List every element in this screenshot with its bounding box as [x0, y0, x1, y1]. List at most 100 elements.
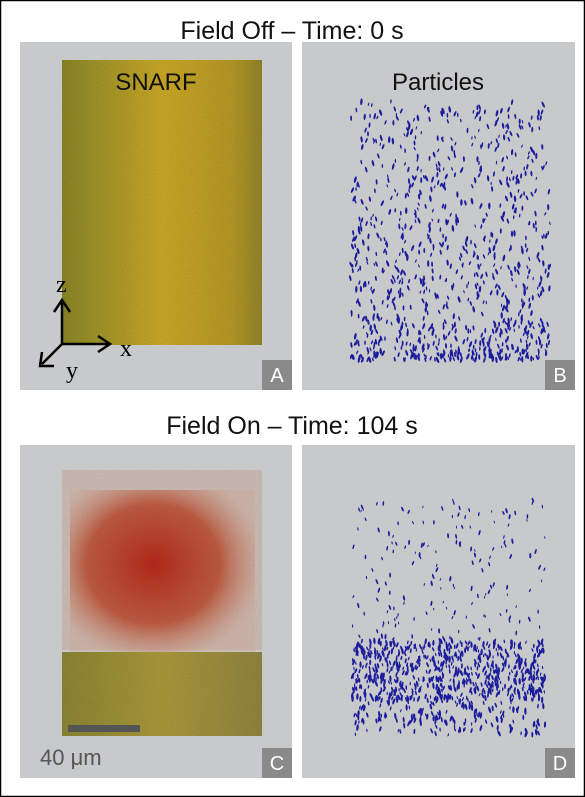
- panel-label: C: [270, 753, 284, 775]
- particle: [448, 656, 451, 663]
- particle: [414, 664, 417, 670]
- particle: [479, 712, 483, 719]
- particle: [504, 543, 507, 548]
- particle: [407, 120, 411, 127]
- particle: [367, 245, 370, 252]
- particle: [384, 120, 387, 125]
- particle: [517, 262, 520, 270]
- particle: [411, 323, 415, 329]
- particle: [502, 317, 505, 324]
- particle: [414, 551, 416, 555]
- particle: [507, 264, 510, 270]
- particle: [509, 643, 513, 650]
- particle: [472, 624, 475, 629]
- particle: [531, 697, 533, 702]
- particle: [366, 712, 369, 718]
- particle: [407, 509, 410, 515]
- particle: [533, 693, 536, 697]
- particle: [440, 137, 444, 143]
- particle: [499, 710, 502, 714]
- particle: [472, 306, 476, 313]
- particle: [476, 673, 481, 680]
- particle: [536, 648, 539, 654]
- particle: [399, 108, 403, 114]
- particle: [445, 664, 448, 669]
- particle: [417, 194, 421, 200]
- particle: [528, 684, 531, 690]
- particle: [452, 678, 455, 685]
- particle: [530, 333, 533, 340]
- particle: [430, 600, 433, 606]
- particle: [361, 143, 364, 151]
- particle: [430, 627, 433, 631]
- particle: [510, 700, 512, 705]
- particle: [437, 678, 440, 683]
- particle: [419, 644, 422, 649]
- particle: [502, 254, 506, 262]
- particle: [483, 357, 486, 363]
- particle: [404, 671, 408, 676]
- particle: [504, 306, 509, 313]
- particle: [395, 337, 399, 344]
- particle: [458, 316, 461, 321]
- particle: [531, 126, 534, 133]
- particle: [454, 352, 456, 358]
- particle: [524, 661, 527, 668]
- particle: [402, 292, 404, 297]
- particle: [541, 235, 544, 240]
- particle: [460, 692, 463, 697]
- particle: [423, 175, 425, 179]
- particle: [422, 646, 425, 650]
- particle: [393, 643, 396, 648]
- particle: [432, 701, 435, 707]
- particle: [454, 727, 456, 732]
- particle: [437, 148, 440, 153]
- particle: [470, 666, 472, 671]
- particle: [461, 524, 464, 529]
- particle: [462, 338, 466, 345]
- particle: [458, 541, 461, 548]
- particle: [482, 700, 485, 705]
- particle: [486, 674, 489, 680]
- particle: [513, 195, 517, 203]
- particle: [416, 157, 419, 162]
- particle: [369, 674, 372, 681]
- particle: [526, 265, 529, 270]
- particle: [510, 317, 513, 322]
- particle: [369, 659, 372, 666]
- particle: [437, 711, 440, 716]
- particle: [452, 498, 454, 503]
- particle: [513, 677, 516, 684]
- particle: [445, 303, 449, 310]
- particle: [473, 552, 477, 558]
- particle: [392, 698, 396, 705]
- particle: [382, 623, 384, 628]
- particle: [432, 151, 436, 158]
- particle: [427, 342, 429, 347]
- particle: [477, 263, 480, 270]
- particle: [541, 244, 544, 251]
- particle: [522, 666, 525, 670]
- particle: [360, 225, 363, 232]
- particle: [542, 703, 545, 710]
- particle: [482, 254, 486, 259]
- particle: [456, 354, 460, 361]
- particle: [456, 702, 459, 707]
- particle: [466, 665, 469, 670]
- particle: [386, 545, 389, 551]
- particle: [352, 659, 356, 666]
- particle: [543, 676, 547, 683]
- particle: [357, 228, 361, 235]
- particle: [357, 678, 360, 683]
- snarf-yellow: [62, 652, 262, 736]
- particle: [392, 534, 394, 538]
- particle: [475, 682, 477, 686]
- particle: [349, 261, 353, 268]
- particle: [405, 341, 408, 346]
- particle: [483, 347, 486, 352]
- particle: [482, 336, 485, 343]
- particle: [474, 348, 477, 353]
- particle: [530, 670, 532, 674]
- particle: [520, 661, 522, 665]
